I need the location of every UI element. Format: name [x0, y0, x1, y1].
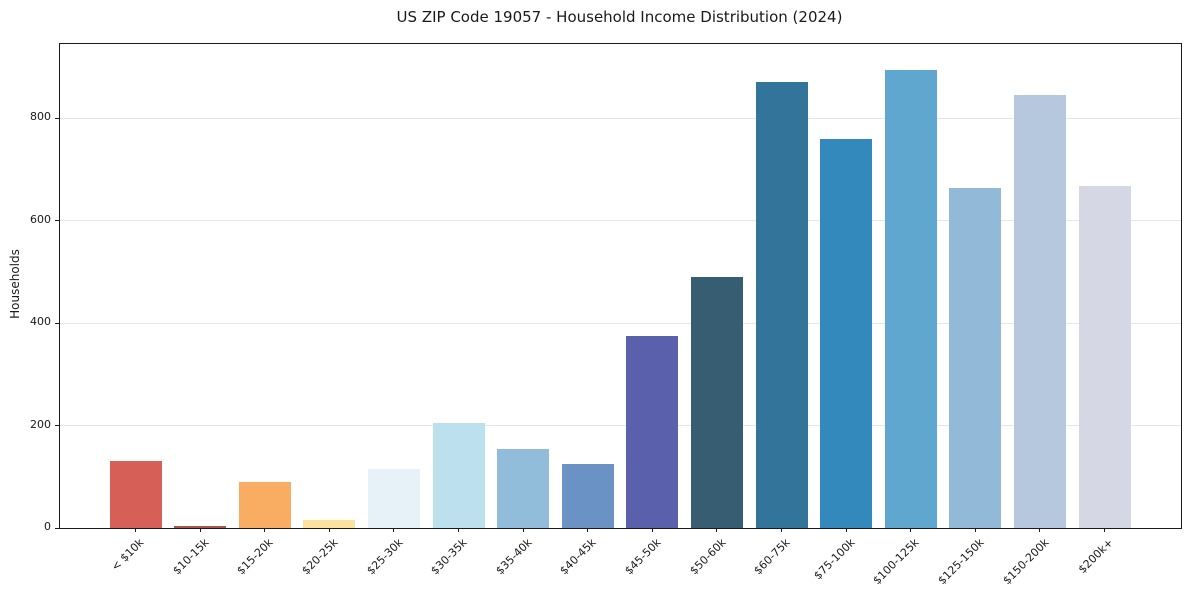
- x-tick-mark: [199, 528, 201, 532]
- x-tick-label: $100-125k: [870, 536, 922, 588]
- bar-$25-30k: [367, 469, 420, 528]
- x-tick-mark: [522, 528, 524, 532]
- bar-$40-45k: [561, 463, 614, 528]
- x-tick-label: $30-35k: [428, 536, 470, 578]
- x-tick-mark: [781, 528, 782, 532]
- bar-$30-35k: [432, 423, 485, 528]
- x-tick-mark: [458, 528, 459, 532]
- x-tick-mark: [587, 528, 589, 532]
- x-tick-mark: [716, 528, 718, 532]
- bar-$35-40k: [497, 448, 550, 528]
- x-tick-mark: [264, 528, 266, 532]
- y-tick-mark: [55, 425, 59, 427]
- y-tick-label: 400: [30, 315, 51, 329]
- y-gridline: [60, 117, 1181, 119]
- bar-$60-75k: [755, 82, 808, 528]
- x-tick-label: $200k+: [1075, 536, 1116, 577]
- y-tick-mark: [55, 117, 59, 119]
- bar-$10-15k: [174, 525, 227, 528]
- bar-< $10k: [109, 461, 162, 528]
- x-tick-mark: [393, 528, 395, 532]
- bar-$20-25k: [303, 520, 356, 528]
- x-tick-label: $10-15k: [170, 536, 212, 578]
- x-tick-label: $50-60k: [686, 536, 729, 578]
- x-tick-mark: [910, 528, 912, 532]
- x-tick-label: $15-20k: [234, 536, 276, 578]
- bar-$125-150k: [949, 188, 1002, 528]
- y-tick-mark: [55, 220, 59, 222]
- y-gridline: [60, 220, 1181, 222]
- plot-area: [55, 43, 1182, 532]
- x-tick-mark: [845, 528, 847, 532]
- x-tick-label: < $10k: [109, 536, 147, 574]
- x-tick-label: $40-45k: [557, 536, 599, 578]
- y-tick-mark: [55, 527, 59, 529]
- y-tick-label: 800: [30, 110, 51, 124]
- x-tick-mark: [974, 528, 976, 532]
- x-tick-label: $35-40k: [493, 536, 535, 578]
- x-tick-mark: [328, 528, 330, 532]
- x-tick-label: $60-75k: [751, 536, 793, 578]
- y-gridline: [60, 322, 1181, 324]
- bar-$100-125k: [884, 69, 937, 528]
- y-gridline: [60, 425, 1181, 427]
- bar-$200k+: [1078, 186, 1131, 528]
- bar-$15-20k: [238, 481, 291, 528]
- x-tick-label: $20-25k: [299, 536, 341, 578]
- x-tick-mark: [1039, 528, 1041, 532]
- chart-title: US ZIP Code 19057 - Household Income Dis…: [396, 8, 843, 26]
- bar-$50-60k: [690, 277, 743, 528]
- x-tick-mark: [1104, 528, 1105, 532]
- y-tick-label: 0: [44, 520, 51, 533]
- x-tick-label: $45-50k: [622, 536, 664, 578]
- x-tick-label: $125-150k: [935, 536, 987, 588]
- y-tick-label: 200: [30, 417, 51, 431]
- x-tick-mark: [651, 528, 653, 532]
- x-tick-label: $25-30k: [363, 536, 406, 578]
- x-tick-mark: [135, 528, 136, 532]
- x-tick-label: $75-100k: [811, 536, 858, 583]
- y-tick-label: 600: [30, 212, 51, 226]
- bar-$150-200k: [1013, 95, 1066, 528]
- bar-$75-100k: [820, 138, 873, 528]
- bar-$45-50k: [626, 335, 679, 528]
- y-tick-mark: [55, 322, 59, 324]
- x-tick-label: $150-200k: [999, 536, 1052, 588]
